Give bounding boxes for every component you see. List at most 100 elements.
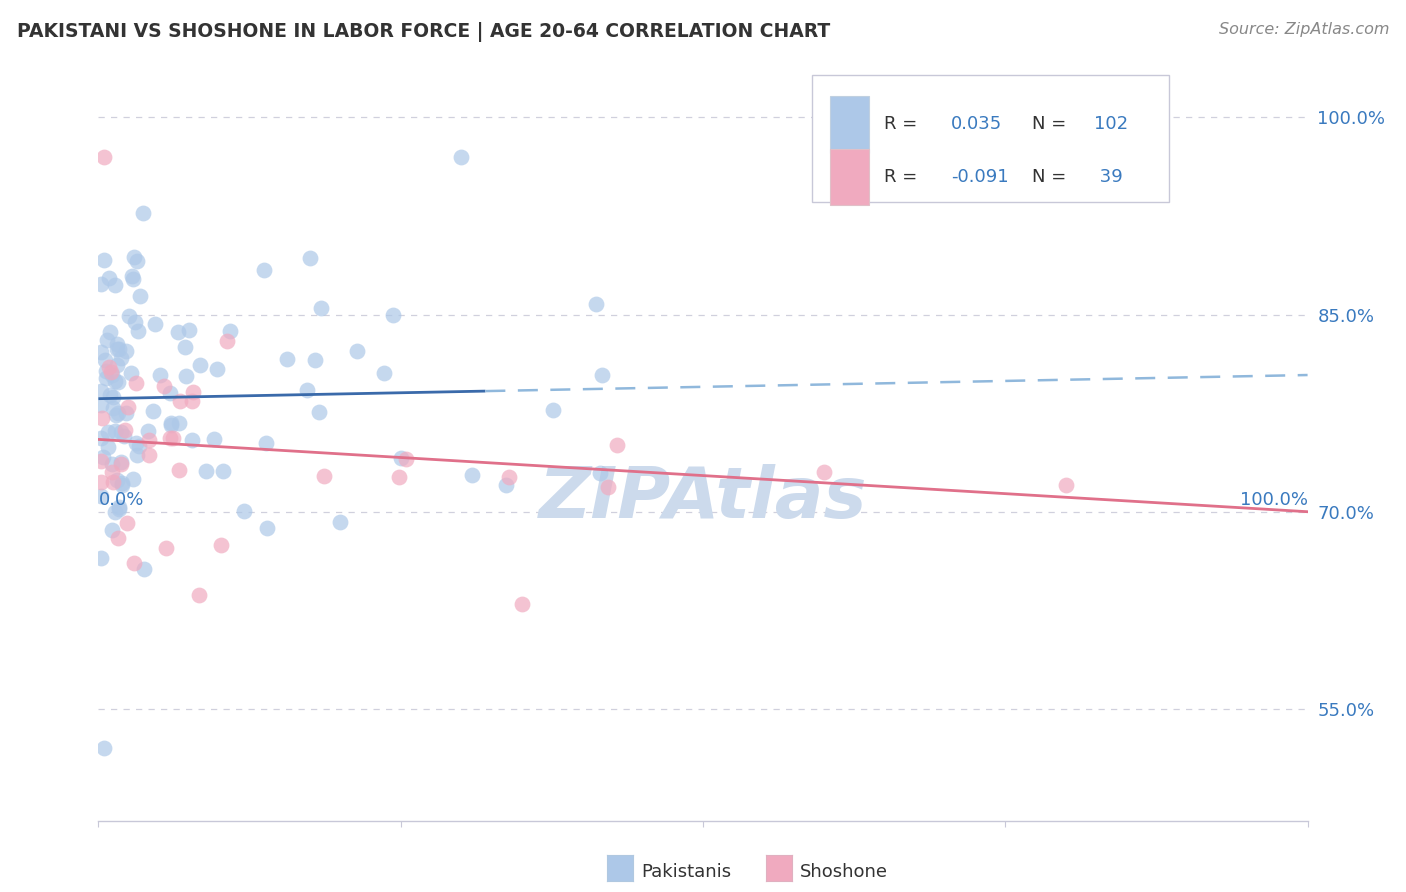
Point [188,358,211,372]
Point [450,150,472,164]
Point [122,472,145,486]
Point [153,379,176,393]
Point [111,475,134,490]
Point [541,403,564,417]
Point [160,417,183,432]
Point [389,450,412,465]
Point [104,505,127,519]
Point [125,376,148,390]
Point [90,489,112,503]
Text: 0.0%: 0.0% [98,491,143,509]
Point [510,597,533,611]
Point [346,344,368,359]
Text: R =: R = [884,169,924,186]
Point [136,424,159,438]
Point [498,469,520,483]
Point [149,368,172,383]
Point [104,374,127,388]
Point [115,516,138,531]
Point [105,474,128,488]
Point [591,368,613,383]
Point [167,325,190,339]
Point [100,368,122,382]
Text: 102: 102 [1094,115,1128,134]
Text: R =: R = [884,115,924,134]
Point [181,433,204,447]
Text: ZIPAtlas: ZIPAtlas [538,464,868,533]
Point [253,263,276,277]
Point [194,464,217,478]
Point [93,252,115,267]
Point [145,317,167,331]
Text: -0.091: -0.091 [950,169,1008,186]
Point [101,390,124,404]
Point [461,467,484,482]
Point [110,425,132,439]
Point [162,431,184,445]
Point [159,386,181,401]
Point [382,309,405,323]
Point [177,323,200,337]
Point [105,358,128,372]
Point [218,324,240,338]
Point [91,411,114,425]
Point [598,480,620,494]
Point [97,440,120,454]
Point [155,541,177,555]
Point [160,417,183,431]
Text: PAKISTANI VS SHOSHONE IN LABOR FORCE | AGE 20-64 CORRELATION CHART: PAKISTANI VS SHOSHONE IN LABOR FORCE | A… [17,22,830,42]
Point [96,364,118,378]
Point [114,406,136,420]
Point [813,465,835,479]
Point [128,439,150,453]
Point [105,336,128,351]
Point [254,436,277,450]
Point [90,551,112,566]
Point [111,478,134,492]
Point [112,429,135,443]
Text: N =: N = [1032,169,1071,186]
Point [134,562,156,576]
Point [108,342,131,356]
Point [138,433,160,447]
Point [94,371,117,385]
Point [125,436,148,450]
Point [90,475,112,490]
Point [90,431,112,445]
Point [90,398,112,412]
Point [120,366,142,380]
Point [142,404,165,418]
Point [169,394,191,409]
Point [1054,478,1077,492]
Point [90,345,112,359]
Point [373,366,395,380]
Point [129,289,152,303]
FancyBboxPatch shape [830,149,869,205]
Point [174,368,197,383]
Point [115,343,138,358]
Point [169,463,191,477]
Point [104,408,127,422]
Point [308,405,330,419]
Text: N =: N = [1032,115,1071,134]
Point [104,424,127,438]
Point [90,277,112,291]
Point [97,425,120,440]
Point [114,423,136,437]
Point [100,365,122,379]
Point [101,475,124,489]
Point [256,521,278,535]
Point [589,467,612,481]
Point [90,454,112,468]
Point [295,383,318,397]
FancyBboxPatch shape [811,75,1168,202]
FancyBboxPatch shape [830,96,869,153]
Point [174,340,197,354]
Point [188,588,211,602]
Point [101,457,124,471]
Text: 100.0%: 100.0% [1240,491,1308,509]
Point [299,251,322,265]
Point [311,301,333,316]
Point [211,464,233,478]
Point [181,385,204,400]
